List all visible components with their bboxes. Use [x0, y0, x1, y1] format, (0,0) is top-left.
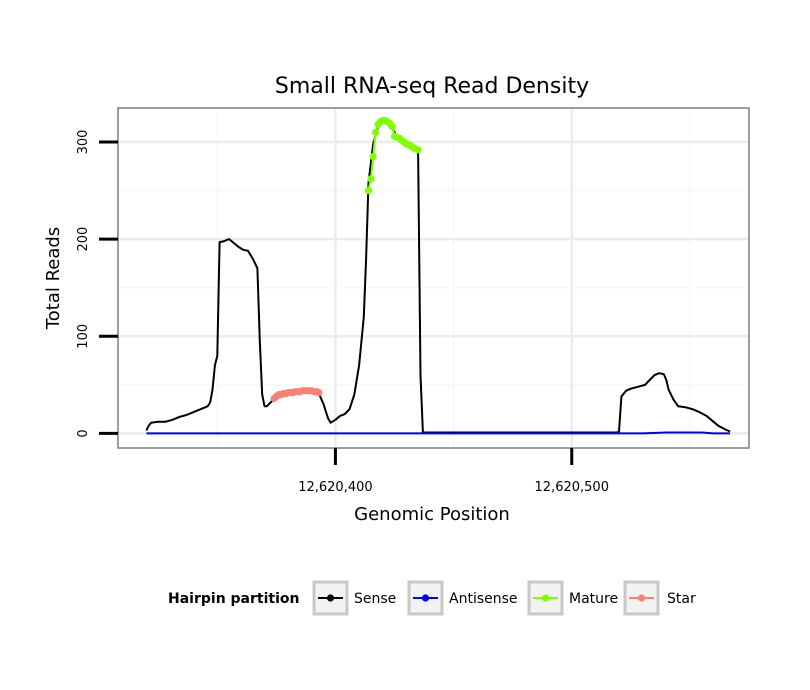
legend-items: Sense Antisense Mature Star	[312, 580, 696, 616]
data-point-mature	[414, 146, 422, 154]
legend-label: Mature	[569, 591, 618, 607]
legend-label: Sense	[354, 591, 396, 607]
legend-key-point	[541, 594, 550, 602]
legend-key-point	[421, 594, 430, 602]
series-star	[270, 387, 323, 403]
y-tick-label: 300	[76, 130, 91, 155]
data-point-mature	[388, 122, 396, 131]
y-tick-label: 0	[76, 429, 91, 437]
y-tick-label: 100	[76, 324, 91, 349]
legend-key-point	[637, 594, 646, 602]
data-point-mature	[369, 153, 377, 161]
legend-item-mature: Mature	[527, 580, 618, 616]
x-axis-title: Genomic Position	[354, 504, 510, 525]
legend-label: Star	[667, 591, 696, 607]
series-sense	[145, 119, 731, 434]
series-mature	[364, 117, 422, 195]
series-layer	[145, 117, 731, 435]
x-tick-label: 12,620,500	[535, 480, 609, 495]
legend-key-point	[326, 594, 335, 602]
x-tick-label: 12,620,400	[298, 480, 372, 495]
legend: Hairpin partition Sense Antisense Mature St…	[168, 580, 696, 616]
data-point-mature	[372, 128, 380, 136]
panel-border	[117, 107, 750, 449]
legend-title: Hairpin partition	[168, 591, 299, 607]
legend-item-star: Star	[623, 580, 696, 616]
data-point-mature	[367, 175, 375, 183]
legend-label: Antisense	[449, 591, 518, 607]
legend-item-sense: Sense	[312, 580, 396, 616]
legend-item-antisense: Antisense	[407, 580, 518, 616]
series-antisense	[146, 431, 731, 435]
axes: 12,620,400 12,620,500 0 100 200 300	[76, 130, 609, 495]
y-axis-title: Total Reads	[43, 227, 64, 330]
data-point-mature	[364, 187, 373, 195]
y-tick-label: 200	[76, 227, 91, 252]
series-line-antisense	[146, 431, 731, 435]
chart-title: Small RNA-seq Read Density	[275, 74, 589, 99]
data-point-star	[315, 389, 323, 397]
series-line-sense	[145, 119, 731, 434]
